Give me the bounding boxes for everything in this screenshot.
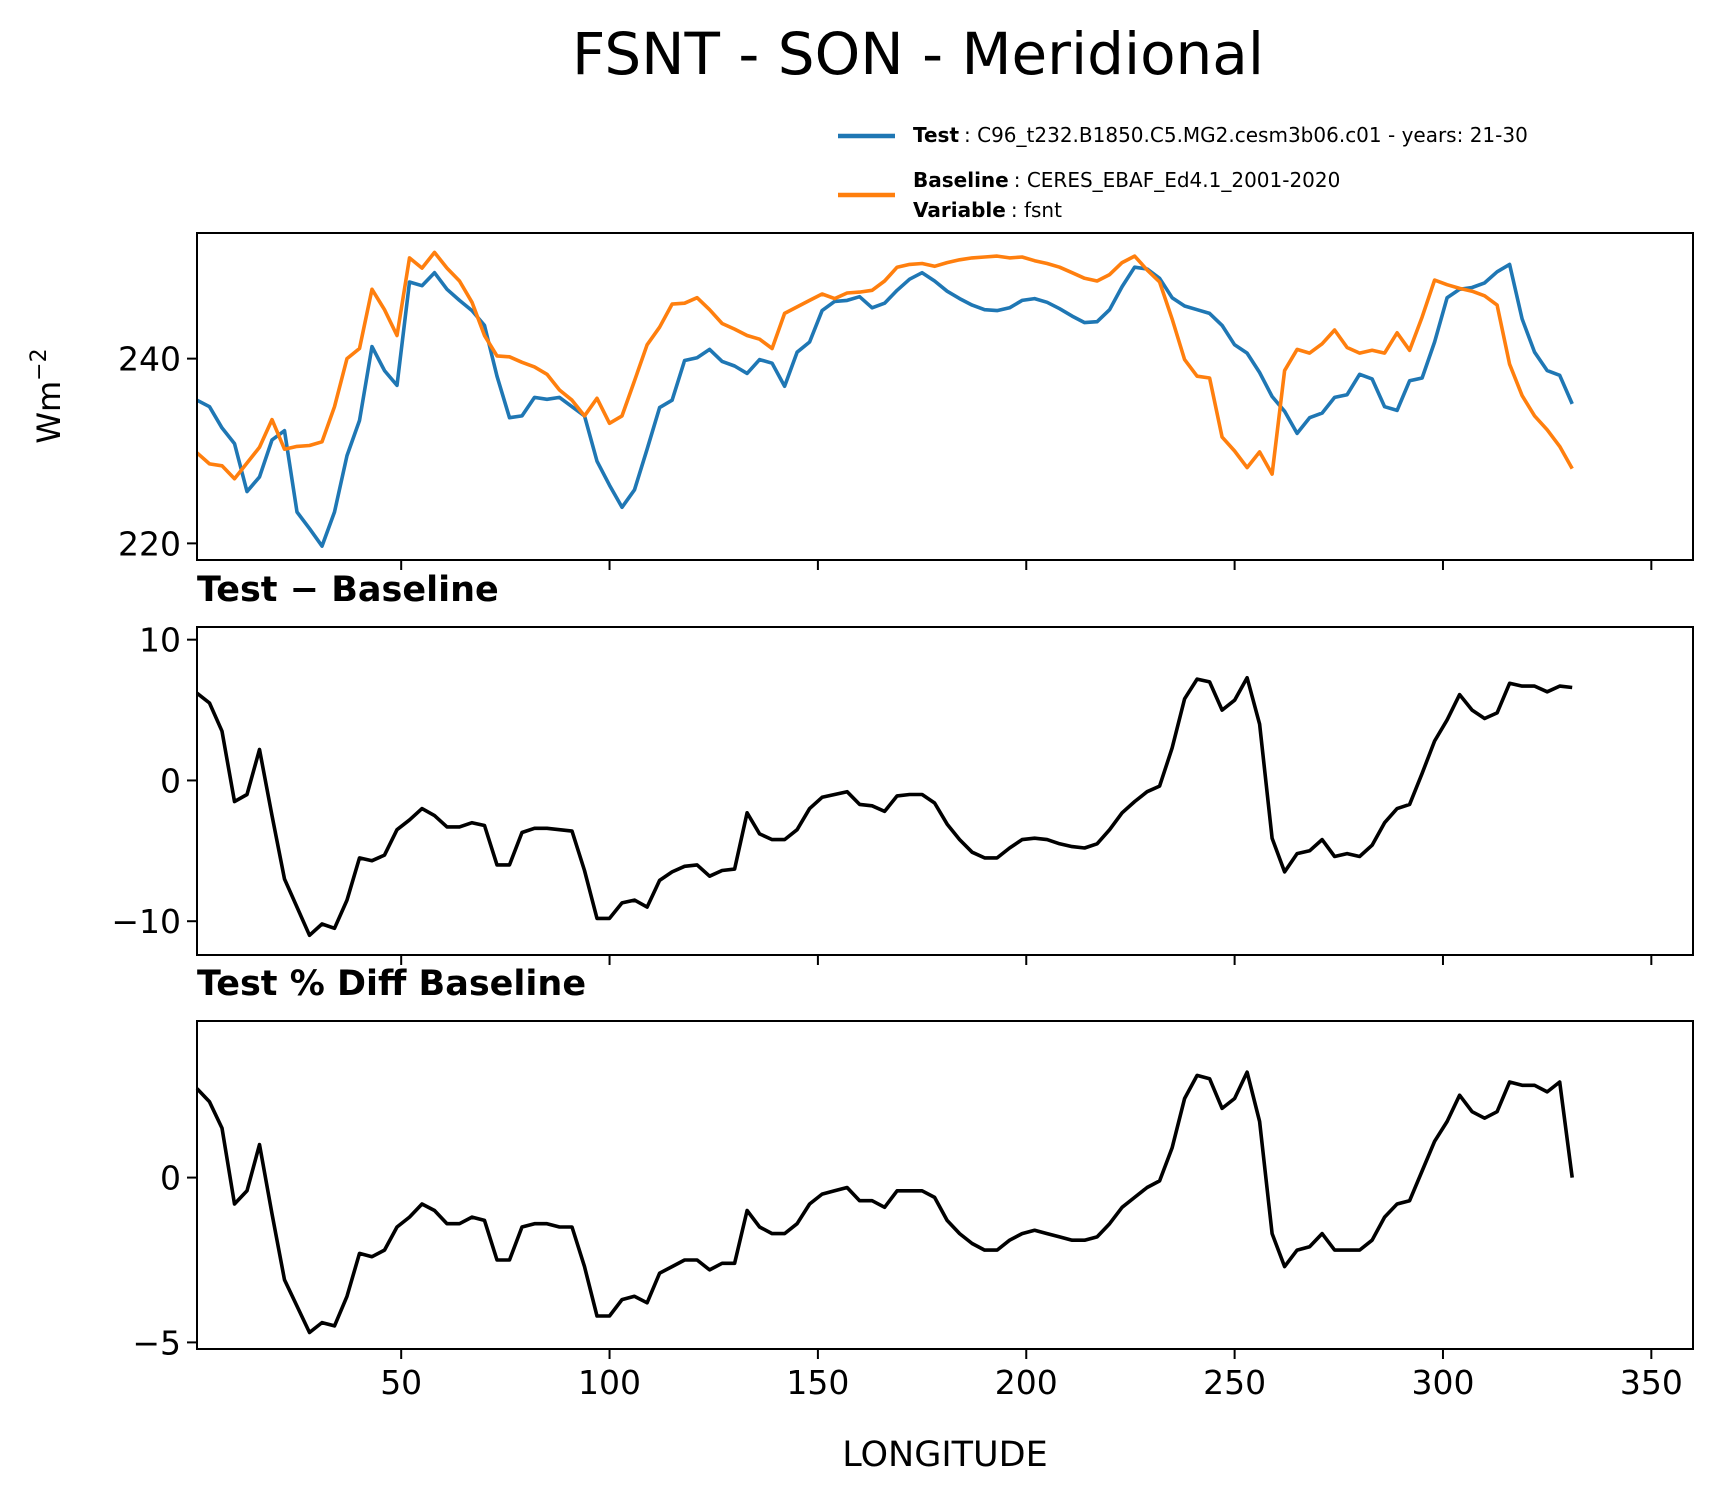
legend-variable-label: Variable: fsnt bbox=[913, 198, 1062, 222]
y-tick-label-top: 220 bbox=[118, 524, 181, 563]
series-line-top-test bbox=[196, 262, 1574, 548]
x-tick-label: 50 bbox=[380, 1363, 422, 1402]
legend-test-key: Test bbox=[913, 123, 959, 147]
y-tick-label-middle: 10 bbox=[139, 621, 181, 660]
panel-bottom-title: Test % Diff Baseline bbox=[197, 964, 586, 1004]
legend-variable-value: : fsnt bbox=[1011, 198, 1062, 222]
legend-variable-key: Variable bbox=[913, 198, 1006, 222]
x-tick-label: 250 bbox=[1203, 1363, 1266, 1402]
y-tick-label-bottom: −5 bbox=[132, 1323, 181, 1362]
legend-test-value: : C96_t232.B1850.C5.MG2.cesm3b06.c01 - y… bbox=[964, 123, 1528, 147]
legend-baseline-value: : CERES_EBAF_Ed4.1_2001-2020 bbox=[1014, 168, 1341, 192]
x-tick-label: 200 bbox=[995, 1363, 1058, 1402]
panel-bottom-frame bbox=[196, 1020, 1694, 1350]
panel-top-ylabel-base: Wm bbox=[30, 381, 68, 444]
panel-middle-ticks: −10 0 10 bbox=[111, 621, 1653, 965]
y-tick-label-bottom: 0 bbox=[160, 1159, 181, 1198]
series-line-top-baseline bbox=[195, 250, 1574, 481]
panel-middle-title: Test − Baseline bbox=[197, 570, 499, 610]
series-line-middle-diff bbox=[195, 675, 1573, 938]
panel-top-ticks: 220 240 bbox=[118, 340, 1653, 570]
x-axis-label: LONGITUDE bbox=[842, 1435, 1048, 1475]
y-tick-label-middle: 0 bbox=[160, 761, 181, 800]
panel-middle: Test − Baseline −10 0 10 bbox=[111, 570, 1694, 965]
panel-top-frame bbox=[196, 232, 1694, 561]
x-tick-label: 100 bbox=[578, 1363, 641, 1402]
panel-top: 220 240 Wm−2 bbox=[27, 232, 1694, 570]
figure-title: FSNT - SON - Meridional bbox=[572, 20, 1264, 88]
panel-top-ylabel: Wm−2 bbox=[27, 348, 68, 443]
panel-bottom-ticks: −5 0 50 100 150 200 250 300 350 bbox=[132, 1159, 1682, 1402]
panel-middle-series bbox=[195, 675, 1573, 938]
legend-test-label: Test: C96_t232.B1850.C5.MG2.cesm3b06.c01… bbox=[913, 123, 1528, 147]
legend-baseline-label: Baseline: CERES_EBAF_Ed4.1_2001-2020 bbox=[913, 168, 1340, 192]
panel-bottom: Test % Diff Baseline −5 0 50 100 150 200 250 30… bbox=[132, 964, 1694, 1475]
panel-bottom-series bbox=[195, 1070, 1574, 1335]
series-line-bottom-diff bbox=[195, 1070, 1574, 1335]
y-tick-label-middle: −10 bbox=[111, 902, 181, 941]
x-tick-label: 300 bbox=[1411, 1363, 1474, 1402]
y-tick-label-top: 240 bbox=[118, 340, 181, 379]
panel-top-series bbox=[195, 250, 1574, 548]
x-tick-label: 350 bbox=[1620, 1363, 1683, 1402]
panel-top-ylabel-sup: −2 bbox=[27, 348, 52, 380]
legend-baseline-key: Baseline bbox=[913, 168, 1009, 192]
x-tick-label: 150 bbox=[786, 1363, 849, 1402]
panel-middle-frame bbox=[196, 626, 1694, 956]
legend: Test: C96_t232.B1850.C5.MG2.cesm3b06.c01… bbox=[838, 123, 1528, 222]
